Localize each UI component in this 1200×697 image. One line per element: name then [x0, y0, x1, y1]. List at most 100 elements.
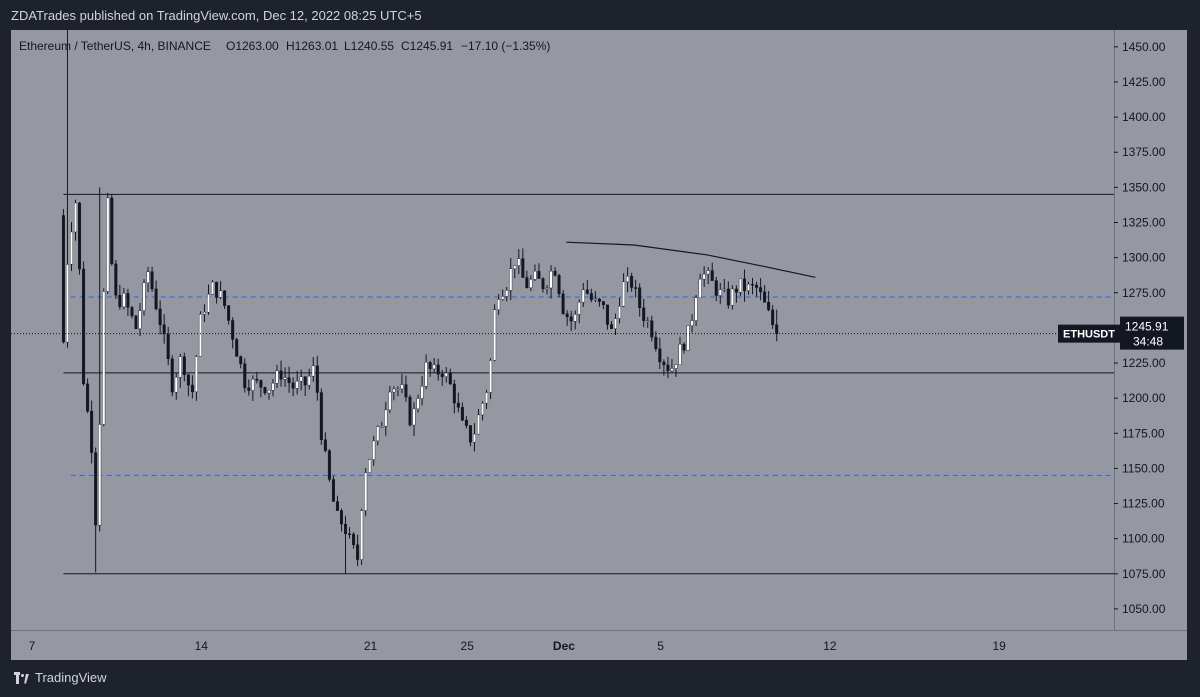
candle-down: [247, 387, 251, 391]
price-chart[interactable]: 1450.00 1425.00 1400.00 1375.00 1350.00 1325.…: [11, 30, 1187, 660]
legend-change: −17.10 (−1.35%): [461, 39, 550, 53]
x-tick-label: 5: [657, 639, 664, 653]
candle-down: [658, 348, 662, 363]
candle-up: [98, 424, 102, 526]
candle-down: [742, 278, 746, 291]
candle-down: [118, 294, 122, 308]
candle-down: [541, 278, 545, 290]
candle-down: [235, 339, 239, 357]
candle-down: [565, 313, 569, 317]
y-tick-label: 1050.00: [1122, 602, 1166, 616]
x-tick-label: Dec: [553, 639, 575, 653]
symbol-tag-box: [1058, 324, 1120, 343]
candle-down: [348, 533, 352, 536]
candle-up: [614, 318, 618, 329]
candle-down: [771, 309, 775, 325]
y-tick-label: 1075.00: [1122, 567, 1166, 581]
y-tick-label: 1150.00: [1122, 461, 1165, 475]
symbol-tag-text: ETHUSDT: [1063, 329, 1115, 341]
candle-up: [722, 288, 726, 291]
candle-down: [90, 410, 94, 453]
candle-down: [609, 324, 613, 329]
candle-up: [174, 376, 178, 393]
candle-down: [440, 374, 444, 377]
chart-panel[interactable]: 1450.00 1425.00 1400.00 1375.00 1350.00 1325.…: [11, 30, 1187, 660]
candle-up: [529, 279, 533, 288]
y-tick-label: 1325.00: [1122, 216, 1166, 230]
candle-down: [662, 361, 666, 366]
candle-down: [557, 275, 561, 295]
candle-up: [138, 310, 142, 329]
candle-down: [110, 197, 114, 265]
candle-up: [670, 368, 674, 372]
candle-up: [577, 301, 581, 315]
candle-down: [408, 396, 412, 426]
candle-down: [303, 376, 307, 386]
candle-down: [263, 387, 267, 394]
candle-up: [251, 378, 255, 391]
candle-down: [569, 316, 573, 322]
candle-down: [759, 287, 763, 293]
candle-up: [142, 282, 146, 311]
price-axis[interactable]: 1450.00 1425.00 1400.00 1375.00 1350.00 1325.…: [1114, 40, 1166, 616]
candle-up: [626, 276, 630, 283]
candle-down: [61, 215, 65, 343]
candle-down: [666, 364, 670, 372]
candle-down: [82, 268, 86, 385]
candle-up: [706, 270, 710, 275]
candle-up: [376, 426, 380, 442]
candle-up: [69, 231, 73, 265]
candle-down: [428, 362, 432, 370]
candle-up: [718, 289, 722, 296]
x-tick-label: 7: [29, 639, 36, 653]
candle-up: [275, 370, 279, 384]
tradingview-brand[interactable]: TradingView: [14, 670, 107, 685]
candle-down: [114, 263, 118, 296]
candle-up: [517, 258, 521, 266]
candle-up: [420, 386, 424, 399]
candle-down: [682, 343, 686, 351]
y-tick-label: 1450.00: [1122, 40, 1166, 54]
candle-up: [686, 325, 690, 351]
candle-up: [202, 311, 206, 315]
candle-up: [102, 291, 106, 425]
price-tag-box: [1120, 316, 1184, 350]
candle-up: [271, 383, 275, 391]
y-tick-label: 1350.00: [1122, 180, 1166, 194]
footer-bar: TradingView: [0, 660, 1200, 697]
y-tick-label: 1200.00: [1122, 391, 1166, 405]
candle-down: [154, 288, 158, 310]
candle-up: [392, 388, 396, 393]
legend-open: O1263.00: [226, 39, 279, 53]
candle-down: [134, 315, 138, 329]
y-tick-label: 1100.00: [1122, 532, 1165, 546]
candle-down: [585, 289, 589, 294]
x-tick-label: 25: [461, 639, 475, 653]
candle-down: [638, 287, 642, 308]
candle-down: [634, 287, 638, 289]
legend-low: L1240.55: [344, 39, 394, 53]
candle-up: [702, 273, 706, 280]
candle-up: [211, 281, 215, 295]
candle-down: [182, 356, 186, 376]
descending-trendline: [566, 241, 816, 278]
candle-down: [352, 533, 356, 546]
candle-down: [315, 365, 319, 393]
candle-up: [178, 356, 182, 378]
candle-down: [344, 523, 348, 535]
candle-down: [464, 419, 468, 426]
candle-up: [65, 264, 69, 343]
candle-down: [331, 479, 335, 502]
horizontal-levels: [63, 193, 1114, 575]
candle-down: [755, 284, 759, 288]
time-axis[interactable]: 7 14 21 25 Dec 5 12 19: [29, 639, 1006, 653]
candle-up: [497, 299, 501, 310]
legend-symbol: Ethereum / TetherUS, 4h, BINANCE: [19, 39, 211, 53]
candle-up: [472, 433, 476, 443]
candle-up: [74, 202, 78, 233]
candle-down: [94, 452, 98, 526]
candle-down: [525, 277, 529, 288]
candle-up: [481, 402, 485, 416]
x-tick-label: 19: [992, 639, 1006, 653]
candle-up: [485, 392, 489, 404]
